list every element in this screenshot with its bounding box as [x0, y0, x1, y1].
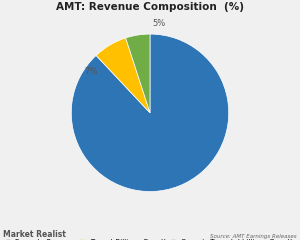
Legend: Property Revenue, Tenant Billings Growth, Organic Tenantal billings Growth: Property Revenue, Tenant Billings Growth… — [6, 239, 294, 240]
Text: 5%: 5% — [153, 19, 166, 28]
Text: 88%: 88% — [149, 156, 170, 165]
Text: 7%: 7% — [84, 67, 98, 76]
Wedge shape — [96, 38, 150, 113]
Title: AMT: Revenue Composition  (%): AMT: Revenue Composition (%) — [56, 2, 244, 12]
Wedge shape — [71, 34, 229, 192]
Text: Market Realist: Market Realist — [3, 230, 66, 239]
Text: Source: AMT Earnings Releases: Source: AMT Earnings Releases — [210, 234, 297, 239]
Wedge shape — [126, 34, 150, 113]
